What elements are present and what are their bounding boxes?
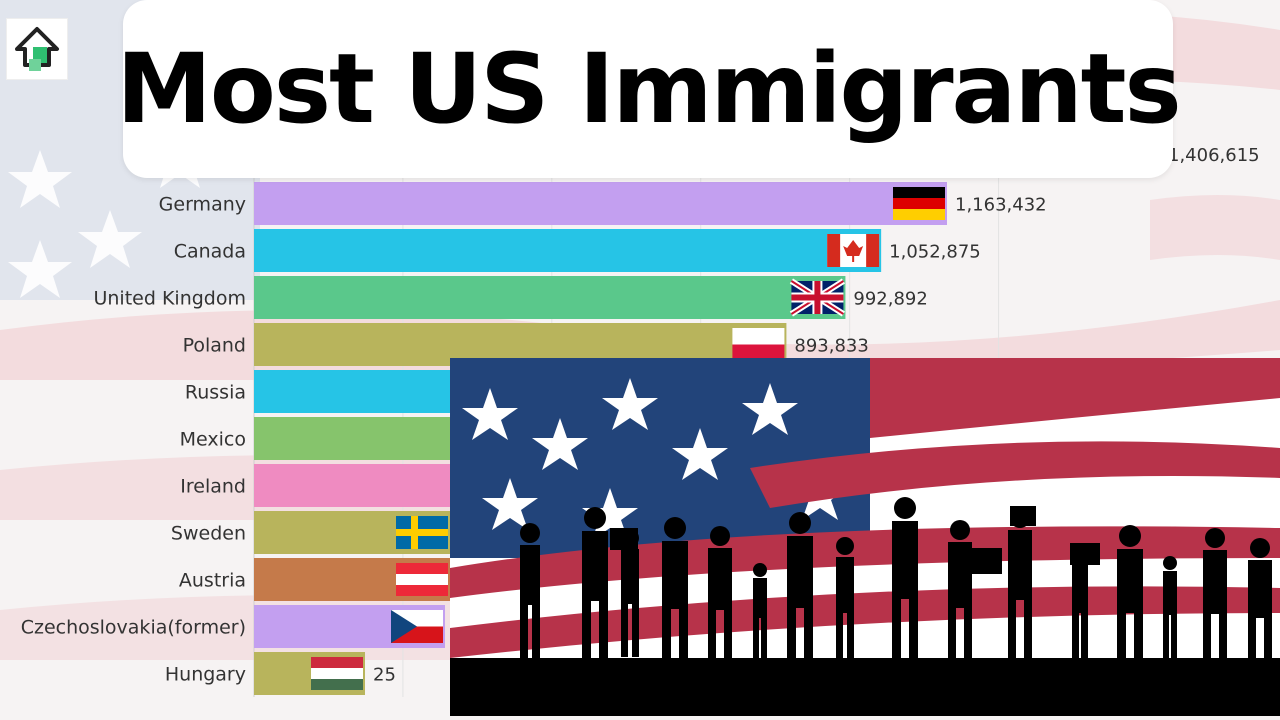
channel-logo — [6, 18, 68, 80]
title-card: Most US Immigrants — [116, 0, 1182, 178]
value-label: 25 — [373, 665, 396, 686]
category-label: Ireland — [180, 476, 246, 498]
category-label: Canada — [174, 241, 246, 263]
bar-1 — [254, 229, 882, 272]
category-label: Sweden — [171, 523, 246, 545]
germany-flag-icon — [893, 187, 945, 220]
walking-people-silhouettes — [520, 497, 1272, 659]
top-value-label: 1,406,615 — [1168, 145, 1260, 166]
category-label: Germany — [159, 194, 246, 216]
canada-flag-icon — [827, 234, 880, 267]
czech-flag-icon — [391, 610, 443, 643]
house-arrow-logo-icon — [15, 27, 59, 71]
austria-flag-icon — [396, 563, 448, 596]
category-label: Czechoslovakia(former) — [21, 617, 246, 639]
category-label: United Kingdom — [93, 288, 246, 310]
bar-0 — [254, 182, 947, 225]
hungary-flag-icon — [311, 657, 363, 690]
uk-flag-icon — [789, 278, 846, 317]
value-label: 1,052,875 — [889, 242, 981, 263]
category-label: Russia — [185, 382, 246, 404]
category-label: Mexico — [180, 429, 246, 451]
value-label: 893,833 — [794, 336, 868, 357]
bar-2 — [254, 276, 846, 319]
sweden-flag-icon — [396, 516, 448, 549]
poland-flag-icon — [732, 328, 785, 361]
page-title: Most US Immigrants — [116, 33, 1181, 145]
category-label: Hungary — [165, 664, 246, 686]
value-label: 992,892 — [853, 289, 927, 310]
category-label: Austria — [179, 570, 246, 592]
value-label: 1,163,432 — [955, 195, 1047, 216]
category-label: Poland — [183, 335, 246, 357]
immigrants-silhouette-flag-image — [450, 358, 1280, 716]
category-labels: Germany Canada United Kingdom Poland Russia M… — [21, 194, 246, 686]
